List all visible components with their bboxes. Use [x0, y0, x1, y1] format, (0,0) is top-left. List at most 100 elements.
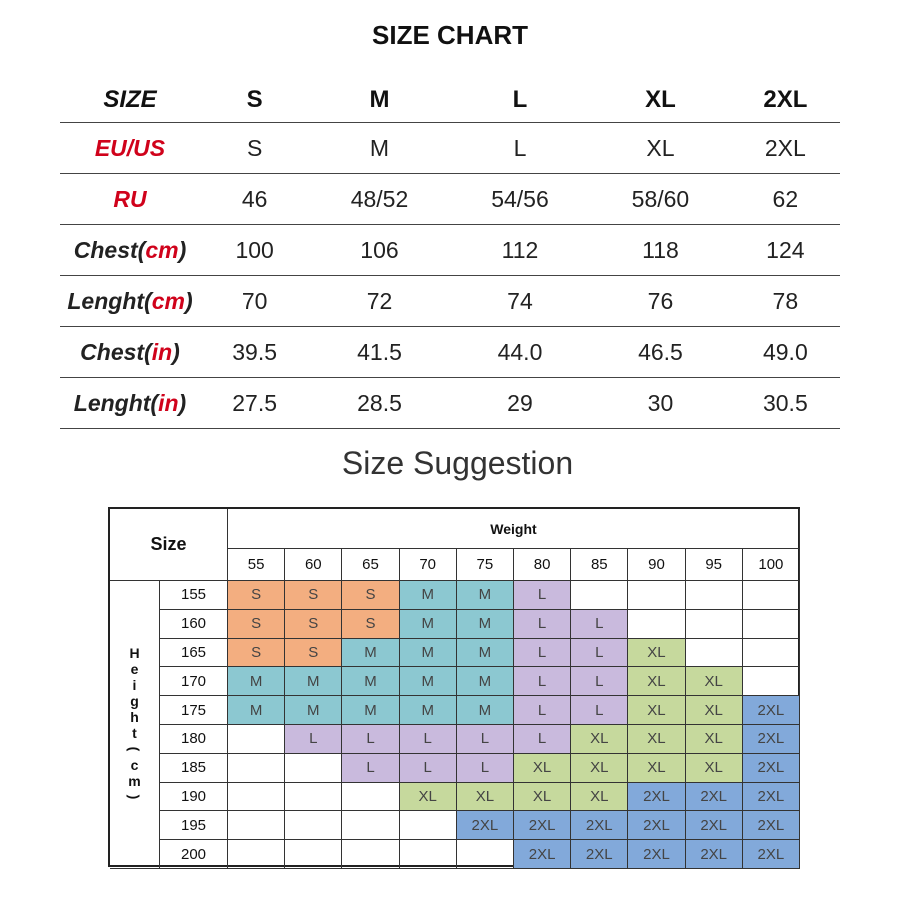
weight-header: 75 — [456, 549, 514, 581]
header-row: SIZE S M L XL 2XL — [60, 78, 840, 123]
table-cell: 124 — [730, 224, 840, 276]
size-cell — [742, 667, 800, 697]
weight-header: 100 — [742, 549, 800, 581]
size-cell: L — [399, 753, 457, 783]
table-cell: 78 — [730, 275, 840, 327]
size-cell: L — [399, 725, 457, 754]
size-cell: 2XL — [628, 811, 686, 841]
table-cell: 27.5 — [200, 377, 310, 429]
size-cell: 2XL — [742, 811, 800, 841]
row-label: Chest(in) — [60, 326, 200, 378]
height-header: 180 — [160, 725, 228, 754]
table-cell: S — [200, 122, 310, 174]
row-label: Lenght(cm) — [60, 275, 200, 327]
table-cell: 112 — [449, 224, 591, 276]
size-cell: M — [342, 667, 400, 697]
label-part: Lenght( — [67, 287, 152, 314]
table-cell: 2XL — [730, 122, 840, 174]
size-cell — [342, 840, 400, 869]
label-part: ) — [178, 236, 187, 263]
size-cell: S — [342, 609, 400, 639]
size-cell: L — [514, 581, 572, 610]
table-cell: XL — [590, 122, 731, 174]
size-cell: L — [571, 696, 629, 725]
size-cell — [571, 581, 629, 610]
size-cell: 2XL — [456, 811, 514, 841]
table-cell: 41.5 — [309, 326, 450, 378]
size-cell: L — [514, 667, 572, 697]
height-label-char: c — [130, 756, 139, 773]
row-label: EU/US — [60, 122, 200, 174]
size-cell: 2XL — [514, 840, 572, 869]
height-header: 185 — [160, 753, 228, 783]
size-cell — [685, 609, 743, 639]
size-cell — [342, 811, 400, 841]
height-header: 165 — [160, 638, 228, 668]
size-cell: XL — [628, 725, 686, 754]
height-label-char: h — [130, 708, 139, 725]
table-cell: 62 — [730, 173, 840, 225]
size-cell: S — [285, 638, 343, 668]
size-cell: M — [456, 609, 514, 639]
height-label-char: m — [128, 772, 141, 789]
size-cell — [685, 638, 743, 668]
size-cell — [742, 609, 800, 639]
size-cell: 2XL — [571, 811, 629, 841]
height-label-char: H — [129, 644, 140, 661]
label-part: ) — [184, 287, 193, 314]
table-row: RU 46 48/52 54/56 58/60 62 — [60, 173, 840, 225]
size-cell — [456, 840, 514, 869]
weight-header: 90 — [628, 549, 686, 581]
header-cell: S — [200, 78, 310, 123]
size-cell: M — [399, 696, 457, 725]
size-cell: XL — [685, 696, 743, 725]
table-cell: 118 — [590, 224, 731, 276]
height-label-char: ) — [126, 794, 143, 799]
size-cell — [228, 725, 286, 754]
header-cell: L — [449, 78, 591, 123]
table-cell: 49.0 — [730, 326, 840, 378]
label-part: in — [151, 338, 173, 365]
size-cell: M — [228, 696, 286, 725]
size-cell: XL — [685, 667, 743, 697]
height-header: 195 — [160, 811, 228, 841]
table-cell: M — [309, 122, 450, 174]
size-cell: XL — [685, 753, 743, 783]
size-cell — [228, 811, 286, 841]
size-cell: XL — [685, 725, 743, 754]
label-part: RU — [113, 185, 147, 212]
height-header: 155 — [160, 581, 228, 610]
size-cell: S — [228, 581, 286, 610]
size-cell: 2XL — [742, 782, 800, 812]
size-corner-label: Size — [110, 509, 228, 581]
size-cell: L — [514, 638, 572, 668]
table-row: EU/US S M L XL 2XL — [60, 122, 840, 174]
size-cell: S — [285, 581, 343, 610]
table-cell: 30.5 — [730, 377, 840, 429]
height-header: 170 — [160, 667, 228, 697]
table-cell: 30 — [590, 377, 731, 429]
size-cell — [742, 581, 800, 610]
table-row: Lenght(cm) 70 72 74 76 78 — [60, 275, 840, 327]
size-cell: M — [399, 581, 457, 610]
size-cell: L — [342, 753, 400, 783]
size-cell — [399, 840, 457, 869]
size-cell — [285, 840, 343, 869]
size-cell — [228, 782, 286, 812]
size-cell — [742, 638, 800, 668]
size-cell: 2XL — [628, 782, 686, 812]
size-cell — [285, 811, 343, 841]
table-cell: 74 — [449, 275, 591, 327]
size-cell: L — [285, 725, 343, 754]
page-title: SIZE CHART — [372, 20, 528, 50]
size-cell: 2XL — [628, 840, 686, 869]
size-cell: XL — [628, 696, 686, 725]
header-cell: SIZE — [60, 78, 200, 123]
size-cell: L — [456, 753, 514, 783]
table-cell: 46.5 — [590, 326, 731, 378]
size-cell: M — [456, 667, 514, 697]
size-cell: L — [342, 725, 400, 754]
weight-header: 55 — [228, 549, 286, 581]
size-cell: 2XL — [742, 725, 800, 754]
size-cell: 2XL — [742, 696, 800, 725]
